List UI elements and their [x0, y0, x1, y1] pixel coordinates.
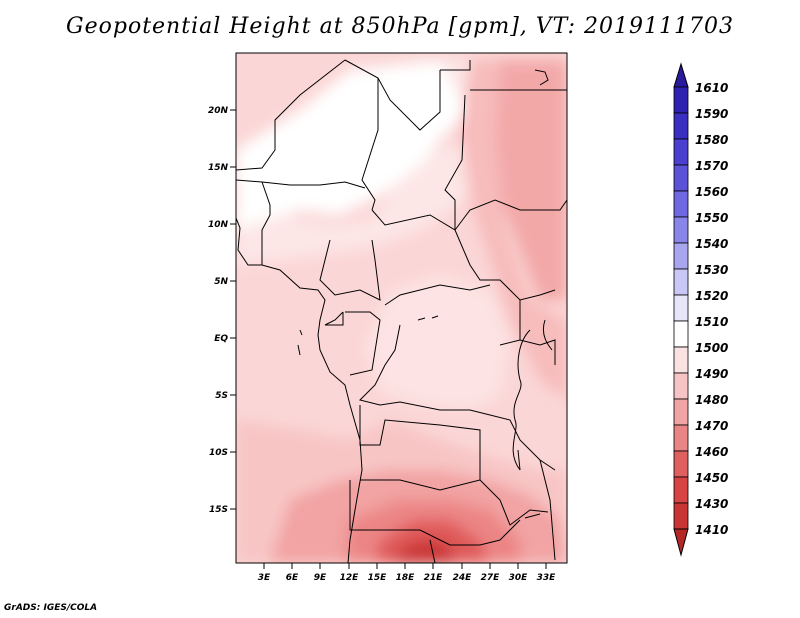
map-title: Geopotential Height at 850hPa [gpm], VT:… [66, 14, 734, 39]
contour-1480-east [495, 60, 567, 300]
colorbar-segment [673, 242, 689, 270]
lon-label-24e: 24E [453, 573, 473, 583]
lon-label-33e: 33E [537, 573, 557, 583]
lon-axis: 3E 6E 9E 12E 15E 18E 21E 24E 27E 30E 33E [258, 563, 556, 583]
colorbar-label: 1490 [695, 367, 728, 381]
colorbar-segment [673, 320, 689, 348]
lon-label-21e: 21E [424, 573, 444, 583]
lakes [297, 69, 553, 519]
colorbar-label: 1410 [695, 523, 728, 537]
contour-1490-east [460, 60, 567, 400]
colorbar-label: 1580 [695, 133, 728, 147]
lat-label-10s: 10S [209, 448, 228, 458]
colorbar-segment [673, 502, 689, 530]
country-boundaries [236, 59, 567, 563]
colorbar-label: 1610 [695, 81, 728, 95]
lon-label-12e: 12E [340, 573, 360, 583]
colorbar-segment [673, 216, 689, 244]
colorbar-segment [673, 268, 689, 296]
lon-label-3e: 3E [258, 573, 271, 583]
lon-label-27e: 27E [481, 573, 501, 583]
contour-1510-north [236, 60, 470, 230]
lat-label-20n: 20N [208, 106, 229, 116]
colorbar-label: 1430 [695, 497, 728, 511]
colorbar-label: 1550 [695, 211, 728, 225]
colorbar-label: 1470 [695, 419, 728, 433]
lon-label-30e: 30E [509, 573, 529, 583]
lat-label-5n: 5N [214, 277, 228, 287]
colorbar-label: 1510 [695, 315, 728, 329]
colorbar-segment [673, 112, 689, 140]
colorbar-segment [673, 398, 689, 426]
atlantic-coastline [236, 217, 363, 563]
colorbar: 1610 1590 1580 1570 1560 1550 1540 1530 … [673, 62, 728, 557]
colorbar-label: 1590 [695, 107, 728, 121]
lat-label-10n: 10N [208, 220, 229, 230]
lon-label-9e: 9E [314, 573, 327, 583]
colorbar-label: 1460 [695, 445, 728, 459]
lon-label-6e: 6E [286, 573, 299, 583]
colorbar-segment [673, 346, 689, 374]
colorbar-label: 1570 [695, 159, 728, 173]
colorbar-segment [673, 476, 689, 504]
colorbar-segment [673, 450, 689, 478]
map-frame [235, 52, 568, 564]
colorbar-segment [673, 294, 689, 322]
contour-1500-central [365, 275, 510, 410]
colorbar-segment [673, 164, 689, 192]
colorbar-max-arrow [673, 62, 689, 88]
colorbar-label: 1540 [695, 237, 728, 251]
lat-label-eq: EQ [214, 334, 228, 344]
lat-axis: 20N 15N 10N 5N EQ 5S 10S 15S [208, 106, 236, 515]
colorbar-segment [673, 138, 689, 166]
lon-label-18e: 18E [396, 573, 416, 583]
lat-label-15s: 15S [209, 505, 228, 515]
colorbar-label: 1530 [695, 263, 728, 277]
lat-label-5s: 5S [215, 391, 228, 401]
colorbar-segment [673, 86, 689, 114]
lat-label-15n: 15N [208, 163, 229, 173]
colorbar-label: 1450 [695, 471, 728, 485]
contour-1500-north [236, 58, 480, 265]
colorbar-min-arrow [673, 528, 689, 557]
contour-1430-south [395, 540, 458, 563]
grads-credit: GrADS: IGES/COLA [4, 603, 98, 613]
colorbar-label: 1560 [695, 185, 728, 199]
colorbar-segment [673, 190, 689, 218]
map-panel [236, 53, 567, 563]
colorbar-segment [673, 372, 689, 400]
colorbar-label: 1500 [695, 341, 728, 355]
colorbar-label: 1520 [695, 289, 728, 303]
colorbar-label: 1480 [695, 393, 728, 407]
colorbar-segments [673, 86, 689, 530]
lon-label-15e: 15E [368, 573, 388, 583]
colorbar-segment [673, 424, 689, 452]
